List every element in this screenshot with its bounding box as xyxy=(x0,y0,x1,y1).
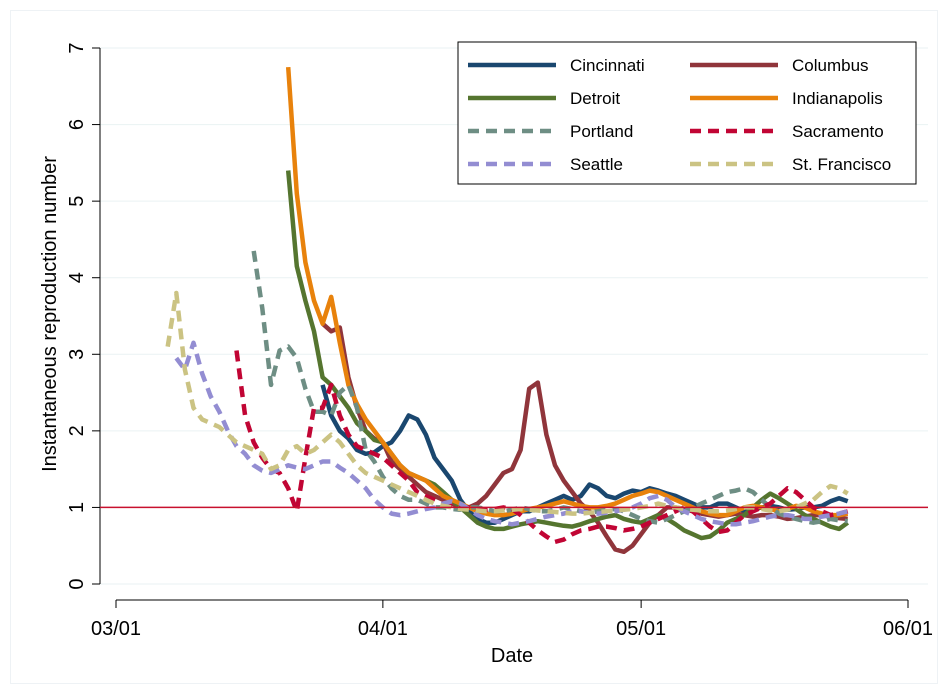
legend-label: Portland xyxy=(570,122,633,141)
legend-label: Sacramento xyxy=(792,122,884,141)
legend-label: Indianapolis xyxy=(792,89,883,108)
y-tick-label: 4 xyxy=(66,272,88,283)
y-tick-label: 0 xyxy=(66,578,88,589)
y-axis-label: Instantaneous reproduction number xyxy=(39,156,61,472)
y-tick-label: 7 xyxy=(66,42,88,53)
y-tick-label: 5 xyxy=(66,196,88,207)
legend: Cincinnati Columbus Detroit Indianapolis Por… xyxy=(457,41,917,185)
series-line xyxy=(251,250,848,525)
y-tick-label: 6 xyxy=(66,119,88,130)
y-tick-label: 2 xyxy=(66,425,88,436)
y-tick-label: 3 xyxy=(66,349,88,360)
y-tick-label: 1 xyxy=(66,502,88,513)
legend-label: Columbus xyxy=(792,56,869,75)
legend-label: Detroit xyxy=(570,89,620,108)
series-line xyxy=(234,350,849,545)
legend-label: Seattle xyxy=(570,155,623,174)
legend-label: St. Francisco xyxy=(792,155,891,174)
chart-frame xyxy=(10,10,938,684)
series-line xyxy=(165,290,849,516)
x-tick-label: 06/01 xyxy=(883,618,933,640)
x-tick-label: 03/01 xyxy=(91,618,141,640)
x-tick-label: 05/01 xyxy=(616,618,666,640)
x-axis-label: Date xyxy=(491,645,533,667)
series-line xyxy=(174,340,849,527)
x-tick-label: 04/01 xyxy=(358,618,408,640)
legend-label: Cincinnati xyxy=(570,56,645,75)
axes: 0 1 2 3 4 5 6 7 03/01 04/01 05/01 06/01 xyxy=(66,42,933,640)
